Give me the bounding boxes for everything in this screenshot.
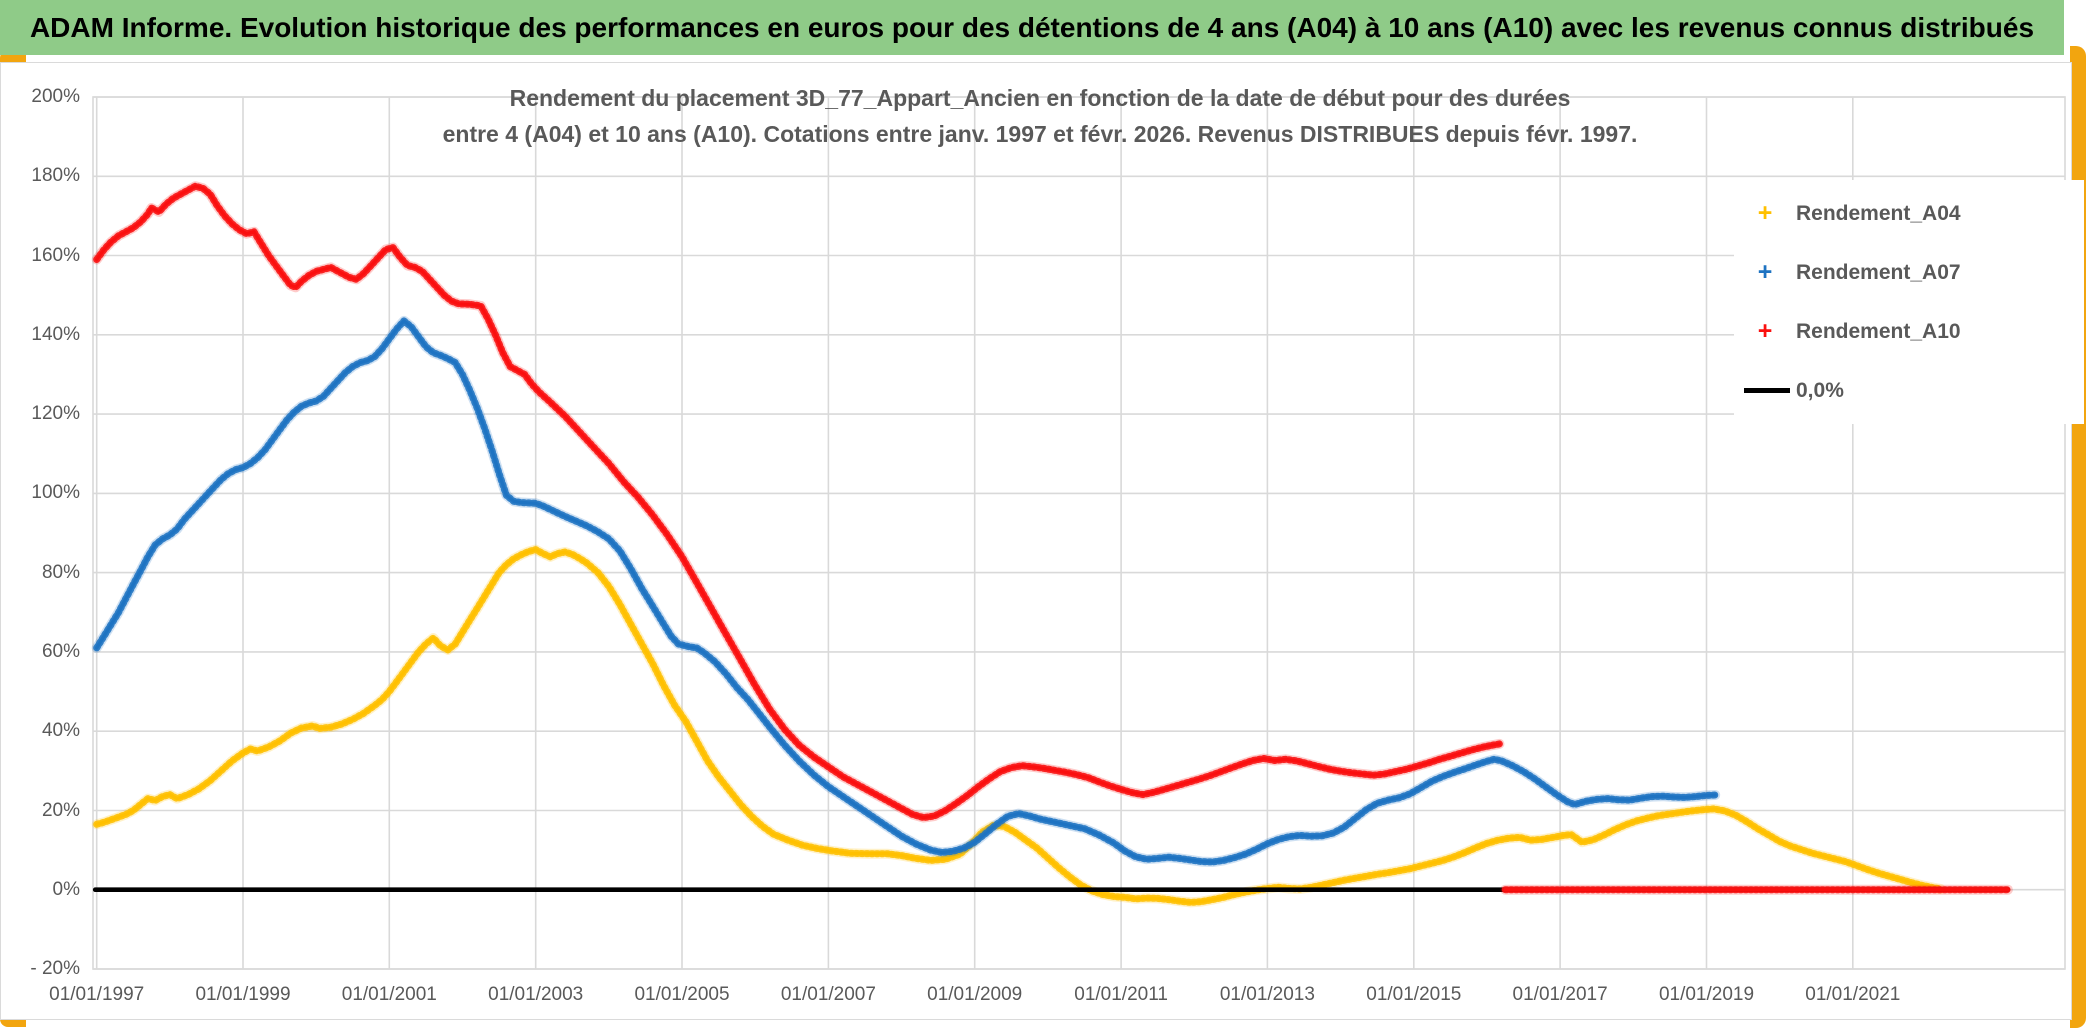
y-axis-tick-label: 200% bbox=[31, 86, 80, 107]
x-axis-tick-label: 01/01/2015 bbox=[1366, 984, 1462, 1005]
legend-marker-cell: + bbox=[1744, 260, 1786, 285]
legend-marker-cell: + bbox=[1744, 201, 1786, 226]
header-title: ADAM Informe. Evolution historique des p… bbox=[29, 11, 2035, 43]
chart-frame bbox=[0, 62, 2072, 1020]
legend-marker-cell: + bbox=[1744, 319, 1786, 344]
y-axis-tick-label: 120% bbox=[31, 403, 80, 425]
y-axis-tick-label: 40% bbox=[41, 720, 80, 742]
series-Rendement_A04 bbox=[91, 544, 1946, 908]
zero-line-swatch-icon bbox=[1744, 388, 1790, 393]
y-axis-tick-label: - 20% bbox=[30, 958, 80, 979]
series-Rendement_A04 bbox=[93, 546, 1945, 906]
header-bar: ADAM Informe. Evolution historique des p… bbox=[0, 0, 2064, 55]
chart-title-line-1: Rendement du placement 3D_77_Appart_Anci… bbox=[509, 85, 1571, 111]
x-axis-tick-label: 01/01/2019 bbox=[1658, 984, 1755, 1005]
x-axis-tick-label: 01/01/2005 bbox=[634, 984, 730, 1005]
series-Rendement_A07 bbox=[95, 319, 1717, 864]
x-axis-tick-label: 01/01/2017 bbox=[1512, 984, 1608, 1005]
series-Rendement_A04 bbox=[95, 547, 1943, 905]
series-Rendement_A07 bbox=[91, 315, 1721, 867]
x-axis-tick-label: 01/01/2011 bbox=[1074, 984, 1168, 1005]
legend: + Rendement_A04 + Rendement_A07 + Rendement_A… bbox=[1734, 180, 2084, 424]
legend-item-0,0%: 0,0% bbox=[1744, 361, 2074, 420]
plus-marker-icon: + bbox=[1757, 199, 1773, 227]
plus-marker-icon: + bbox=[1757, 258, 1773, 286]
chart-title-line-2: entre 4 (A04) et 10 ans (A10). Cotations… bbox=[442, 121, 1638, 147]
plot-border bbox=[92, 96, 2066, 970]
legend-item-Rendement_A10: + Rendement_A10 bbox=[1744, 302, 2074, 361]
y-axis-tick-label: 0% bbox=[52, 878, 80, 900]
x-axis-tick-label: 01/01/2001 bbox=[341, 984, 437, 1005]
y-axis-tick-label: 140% bbox=[31, 323, 80, 345]
x-axis-tick-label: 01/01/1997 bbox=[49, 984, 145, 1005]
y-axis-tick-label: 60% bbox=[41, 640, 80, 662]
x-axis-tick-label: 01/01/1999 bbox=[195, 984, 291, 1005]
legend-marker-cell bbox=[1744, 388, 1790, 393]
legend-item-Rendement_A07: + Rendement_A07 bbox=[1744, 243, 2074, 302]
y-axis-tick-label: 80% bbox=[41, 561, 80, 583]
x-axis-tick-label: 01/01/2003 bbox=[488, 984, 584, 1005]
y-axis-tick-label: 160% bbox=[31, 244, 80, 266]
legend-label: Rendement_A10 bbox=[1796, 319, 1961, 343]
series-Rendement_A10 bbox=[93, 182, 1503, 822]
legend-label: Rendement_A07 bbox=[1796, 260, 1961, 284]
chart-title: Rendement du placement 3D_77_Appart_Anci… bbox=[60, 80, 2020, 152]
y-axis-tick-label: 20% bbox=[41, 799, 80, 821]
x-axis-tick-label: 01/01/2009 bbox=[927, 984, 1023, 1005]
y-axis-tick-label: 100% bbox=[31, 482, 80, 504]
x-axis-tick-label: 01/01/2013 bbox=[1219, 984, 1315, 1005]
plus-marker-icon: + bbox=[1757, 317, 1773, 345]
series-Rendement_A07 bbox=[93, 317, 1719, 866]
x-axis-tick-label: 01/01/2021 bbox=[1805, 984, 1901, 1005]
legend-item-Rendement_A04: + Rendement_A04 bbox=[1744, 184, 2074, 243]
legend-label: Rendement_A04 bbox=[1796, 201, 1961, 225]
y-axis-tick-label: 180% bbox=[31, 165, 80, 187]
x-axis-tick-label: 01/01/2007 bbox=[780, 984, 876, 1005]
legend-label: 0,0% bbox=[1796, 378, 1844, 402]
